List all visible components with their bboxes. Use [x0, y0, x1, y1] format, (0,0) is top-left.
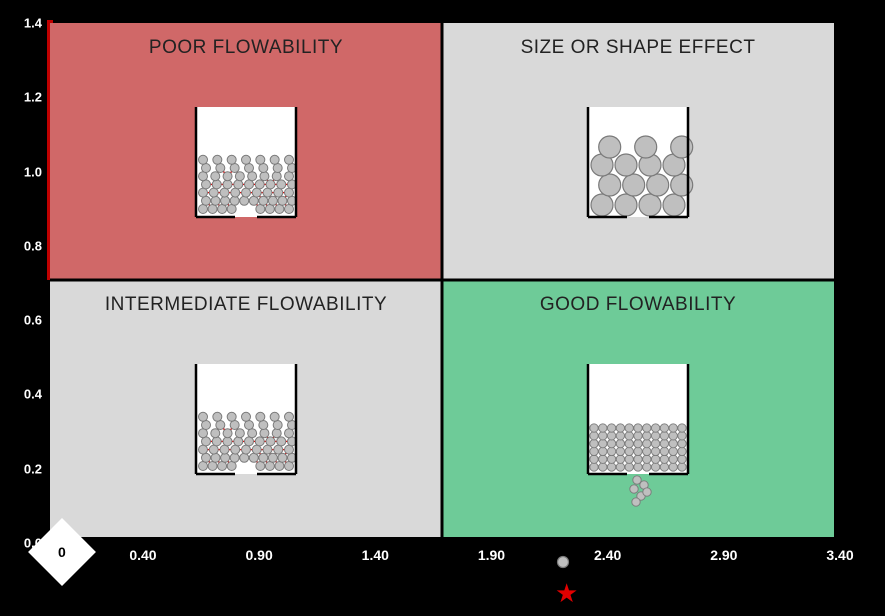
x-tick-label: 2.90 — [710, 547, 737, 563]
legend-dot-icon — [556, 555, 570, 569]
hopper-illustration — [171, 89, 321, 239]
y-tick-label: 0.2 — [24, 461, 42, 476]
legend-star-icon: ★ — [555, 578, 578, 609]
quadrant-label: GOOD FLOWABILITY — [442, 294, 834, 316]
origin-diamond-label: 0 — [58, 544, 66, 560]
y-tick-label: 1.2 — [24, 90, 42, 105]
quadrant-label: INTERMEDIATE FLOWABILITY — [50, 294, 442, 316]
plot-area: POOR FLOWABILITY SIZE OR SHAPE EFFECT IN… — [47, 20, 837, 540]
x-tick-label: 0.40 — [129, 547, 156, 563]
y-tick-label: 0.8 — [24, 238, 42, 253]
x-tick-label: 3.40 — [826, 547, 853, 563]
x-tick-label: 2.40 — [594, 547, 621, 563]
y-tick-label: 0.4 — [24, 387, 42, 402]
horizontal-divider — [50, 279, 834, 282]
x-tick-label: 1.40 — [362, 547, 389, 563]
y-tick-label: 1.4 — [24, 16, 42, 31]
hopper-illustration — [563, 346, 713, 496]
y-tick-label: 0.6 — [24, 313, 42, 328]
x-tick-label: 0.90 — [245, 547, 272, 563]
x-tick-label: 1.90 — [478, 547, 505, 563]
quadrant-poor-flowability: POOR FLOWABILITY — [50, 23, 442, 280]
quadrant-label: SIZE OR SHAPE EFFECT — [442, 37, 834, 59]
quadrant-good-flowability: GOOD FLOWABILITY — [442, 280, 834, 537]
quadrant-intermediate-flowability: INTERMEDIATE FLOWABILITY — [50, 280, 442, 537]
y-tick-label: 1.0 — [24, 164, 42, 179]
hopper-illustration — [171, 346, 321, 496]
quadrant-size-shape-effect: SIZE OR SHAPE EFFECT — [442, 23, 834, 280]
quadrant-label: POOR FLOWABILITY — [50, 37, 442, 59]
hopper-illustration — [563, 89, 713, 239]
